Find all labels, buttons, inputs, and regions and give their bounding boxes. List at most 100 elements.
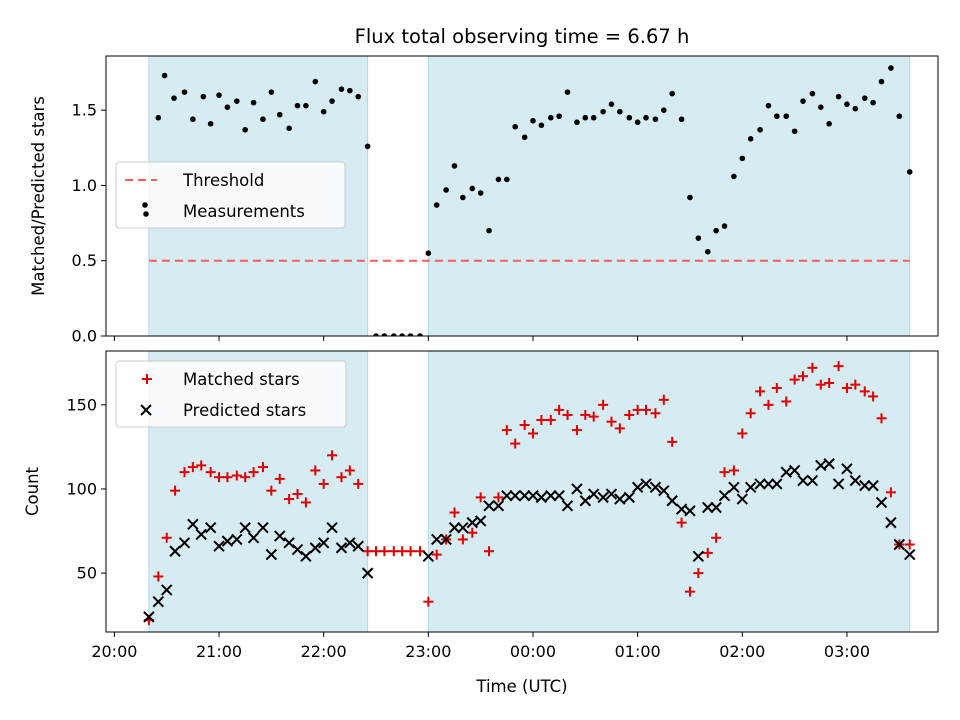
series-measurements [155,65,913,336]
predicted-star-point [710,501,722,514]
matched-star-point [284,494,295,505]
predicted-star-point [501,489,513,502]
legend-box [115,360,347,428]
predicted-star-point [605,488,618,500]
predicted-star-point [143,611,155,623]
predicted-star-point [231,533,243,546]
measurement-point [617,108,623,115]
predicted-star-point [178,537,191,549]
measurement-point [260,116,266,123]
measurement-point [390,333,397,336]
matched-star-point [240,472,251,483]
predicted-star-point [675,503,688,515]
measurement-point [200,93,207,100]
matched-star-point [231,470,242,481]
predicted-star-point [221,535,234,547]
predicted-star-point [152,596,165,608]
measurement-point [826,120,832,127]
matched-star-point [318,478,329,489]
matched-star-point [815,379,826,390]
predicted-star-point [893,538,905,551]
predicted-star-point [160,584,173,596]
matched-star-point [728,465,739,476]
matched-star-point [771,383,782,394]
matched-star-point [711,532,722,543]
predicted-star-point [422,550,435,562]
matched-star-point [371,546,382,557]
legend: Threshold Measurements [115,161,346,229]
matched-star-point [833,361,844,372]
matched-star-point [797,371,808,382]
measurement-point [268,89,275,95]
measurement-point [652,116,659,123]
measurement-point [460,194,466,201]
measurement-point [747,135,754,142]
legend-label: Matched stars [183,370,300,389]
matched-star-point [214,472,225,483]
predicted-star-point [474,515,487,527]
predicted-star-point [535,491,548,504]
matched-star-point [196,460,207,471]
predicted-star-point [579,495,592,507]
predicted-star-point [440,533,452,546]
series-matched-stars [143,361,915,626]
matched-star-point [650,408,661,419]
predicted-star-point [823,458,835,470]
measurement-point [425,250,432,257]
measurement-point [757,126,763,133]
y-tick-label: 150 [66,395,97,414]
measurement-point [312,78,319,85]
predicted-star-point [317,537,330,549]
matched-star-point [449,507,460,518]
predicted-star-point [335,542,348,554]
measurement-point [181,89,188,95]
matched-star-point [257,462,268,473]
measurement-point [399,333,405,336]
matched-star-point [170,485,181,496]
legend-label: Predicted stars [183,401,306,420]
y-tick-label: 0.5 [72,251,97,270]
x-tick-label: 21:00 [196,642,242,661]
measurement-point [896,113,903,120]
matched-star-point [405,546,416,557]
measurement-point [190,116,196,123]
measurement-point [878,78,885,85]
legend-measurement-swatch [143,211,149,217]
measurement-point [417,333,423,336]
matched-star-point [571,425,582,436]
x-tick-label: 00:00 [510,642,556,661]
matched-star-point [493,492,504,503]
measurement-point [276,111,283,118]
predicted-star-point [797,474,809,487]
predicted-star-point [736,493,749,505]
predicted-star-point [492,500,505,512]
measurement-point [171,95,177,101]
measurement-point [364,143,371,150]
matched-star-point [222,472,233,483]
measurement-point [704,248,711,255]
y-tick-label: 1.5 [72,101,97,120]
matched-star-point [519,420,530,431]
matched-star-point [536,414,547,425]
measurement-point [687,194,693,201]
measurement-point [538,122,545,129]
measurement-point [783,113,790,120]
measurement-point [329,98,335,104]
measurement-point [477,190,484,196]
measurement-point [443,187,449,193]
predicted-star-point [518,489,531,502]
legend-box [115,161,346,229]
measurement-point [224,104,231,110]
matched-star-point [467,527,478,538]
measurement-point [207,120,214,127]
measurement-point [433,202,440,208]
predicted-star-point [545,489,557,502]
x-tick-label: 22:00 [301,642,347,661]
predicted-star-point [832,478,845,490]
predicted-star-point [806,474,819,487]
measurement-point [590,114,597,121]
predicted-star-point [885,516,897,529]
matched-star-point [205,467,216,478]
matched-star-point [588,411,599,422]
predicted-star-point [614,493,626,505]
